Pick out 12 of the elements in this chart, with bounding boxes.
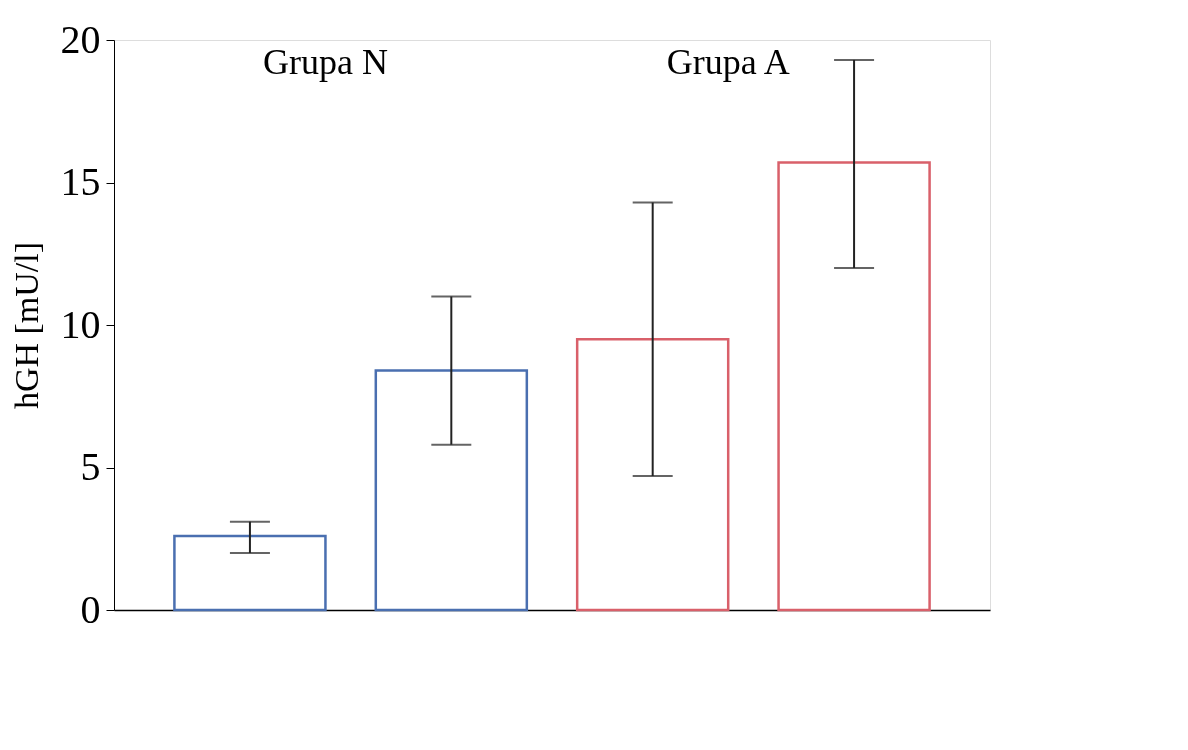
bar xyxy=(777,161,931,612)
y-tick-label: 10 xyxy=(60,301,101,347)
annotation: Grupa A xyxy=(666,42,790,82)
bar xyxy=(575,338,730,612)
bar xyxy=(173,534,327,612)
y-tick-label: 15 xyxy=(60,159,101,204)
annotation: Grupa N xyxy=(262,42,388,82)
y-axis-title: hGH [mU/l] xyxy=(7,241,45,410)
bar xyxy=(374,369,529,612)
y-tick-label: 5 xyxy=(80,444,101,489)
y-tick-label: 0 xyxy=(80,586,101,632)
y-tick-label: 20 xyxy=(60,16,101,62)
